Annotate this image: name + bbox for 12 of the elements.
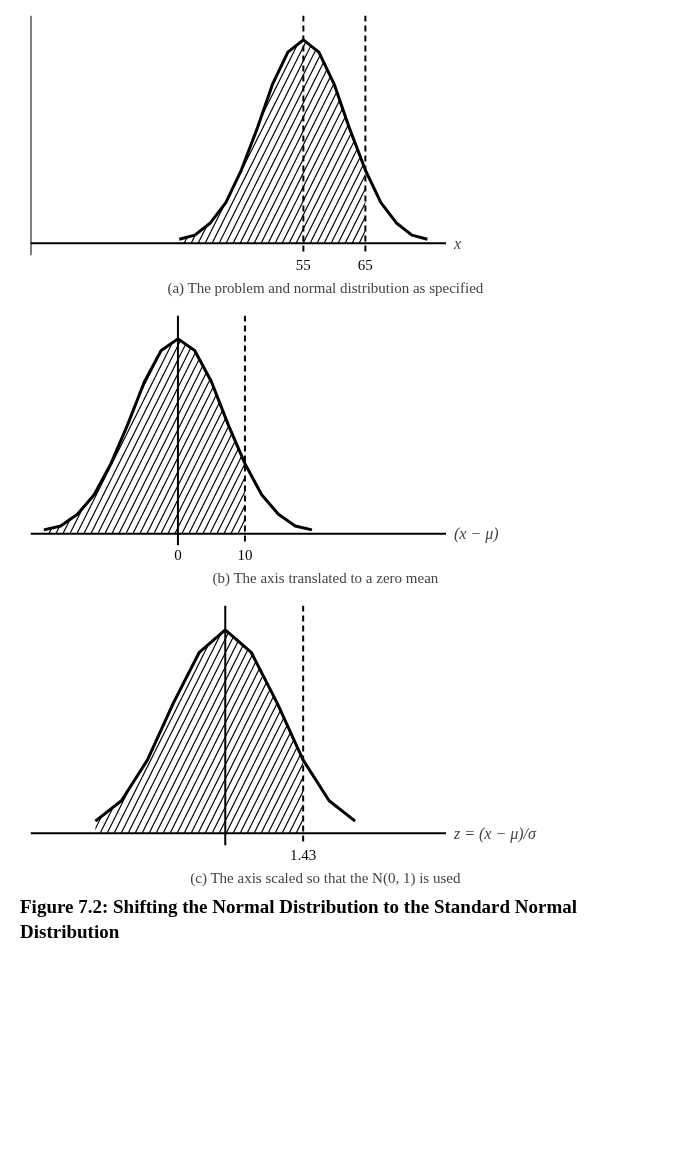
text: (c) The axis scaled so that the N(0, 1) is used — [190, 869, 461, 887]
text: 1.43 — [290, 846, 317, 863]
caption: Figure 7.2: Shifting the Normal Distribution to the Standard Normal Distribution — [20, 895, 578, 944]
x-axis-title: x — [452, 234, 462, 252]
x-tick-label: 55 — [295, 256, 311, 273]
text: (a) The problem and normal distribution as specified — [167, 279, 484, 297]
x-tick-label: 10 — [237, 546, 253, 563]
x-tick-label: 65 — [357, 256, 373, 273]
x-tick-label: 0 — [174, 546, 182, 563]
x-axis-title: z = (x − μ)/σ — [452, 824, 538, 843]
x-axis-title: (x − μ) — [453, 525, 499, 544]
text: (b) The axis translated to a zero mean — [212, 569, 439, 587]
